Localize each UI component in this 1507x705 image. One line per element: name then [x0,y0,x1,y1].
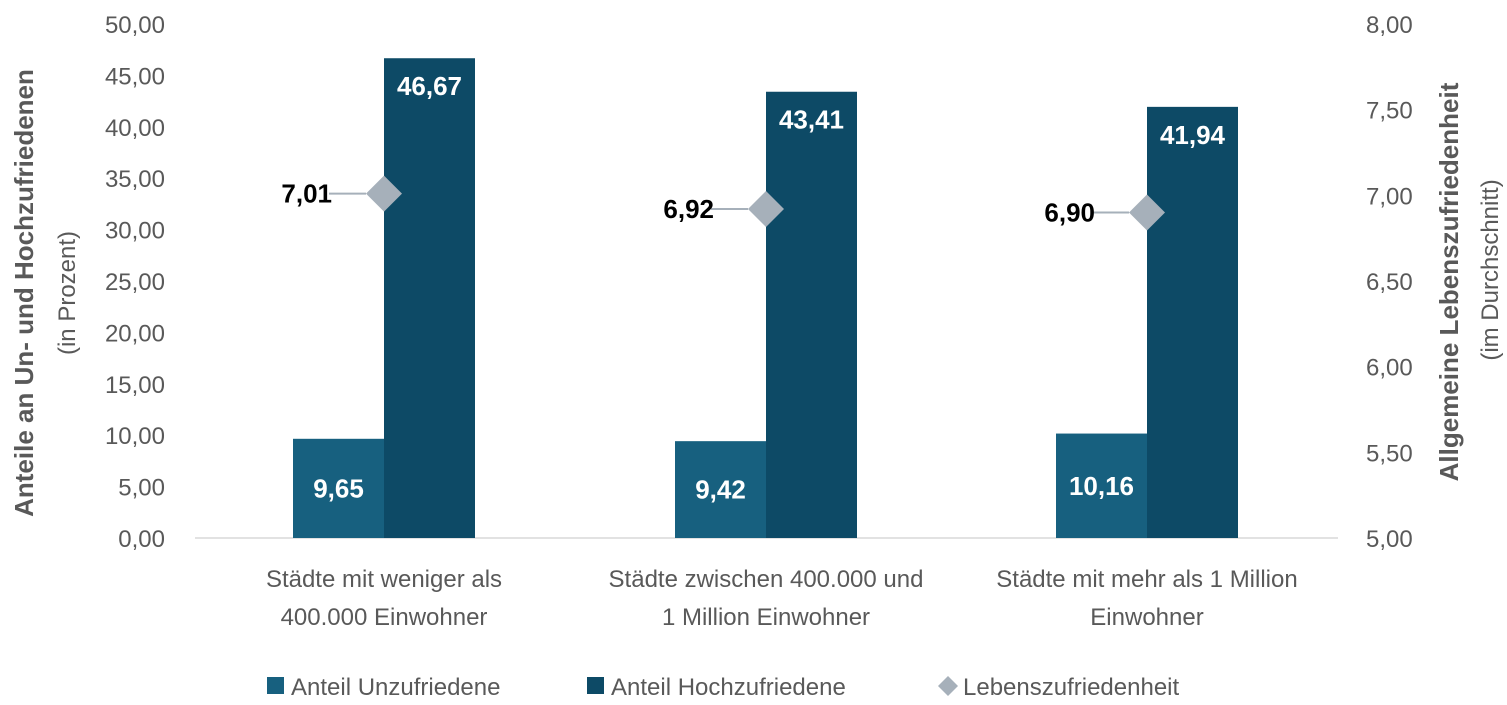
left-tick-label: 50,00 [105,12,165,39]
diamond-marker [1129,194,1165,231]
left-tick-label: 35,00 [105,166,165,193]
left-tick-label: 10,00 [105,423,165,450]
right-tick-label: 8,00 [1366,12,1413,39]
category-label: Städte zwischen 400.000 und [609,566,924,593]
left-tick-label: 5,00 [118,475,165,502]
legend-label: Anteil Hochzufriedene [611,674,846,701]
left-axis-subtitle: (in Prozent) [54,231,81,355]
diamond-marker [366,175,402,212]
right-tick-label: 6,50 [1366,269,1413,296]
legend: Anteil Unzufriedene Anteil Hochzufriedene… [267,674,1179,701]
bar-data-label: 43,41 [779,105,844,135]
bar-data-label: 41,94 [1160,120,1226,150]
legend-swatch [587,677,604,694]
left-tick-label: 25,00 [105,269,165,296]
bar-data-label: 9,42 [695,475,746,505]
marker-data-label: 6,90 [1044,197,1095,227]
bar-data-label: 46,67 [397,71,462,101]
bar [1056,433,1147,538]
left-tick-label: 0,00 [118,526,165,553]
legend-swatch [267,677,284,694]
bar [384,58,475,539]
category-labels: Städte mit weniger als 400.000 Einwohner S… [266,566,1298,631]
bar [293,438,384,538]
category-label: Städte mit weniger als [266,566,502,593]
left-axis-title: Anteile an Un- und Hochzufriedenen [9,69,39,517]
right-axis-title: Allgemeine Lebenszufriedenheit [1434,82,1464,481]
right-tick-label: 5,00 [1366,526,1413,553]
right-tick-label: 5,50 [1366,440,1413,467]
left-tick-label: 15,00 [105,372,165,399]
bar [1147,106,1238,538]
markers: 7,01 6,92 6,90 [281,175,1165,231]
legend-swatch [938,676,958,696]
category-label: 1 Million Einwohner [662,604,870,631]
category-label: Einwohner [1090,604,1203,631]
bar-data-label: 10,16 [1069,471,1134,501]
bar [675,441,766,538]
left-tick-label: 30,00 [105,218,165,245]
legend-label: Anteil Unzufriedene [291,674,500,701]
bar-data-label: 9,65 [313,473,364,503]
right-axis: 5,00 5,50 6,00 6,50 7,00 7,50 8,00 [1366,12,1413,553]
marker-data-label: 6,92 [663,194,714,224]
legend-label: Lebenszufriedenheit [963,674,1179,701]
marker-data-label: 7,01 [281,179,332,209]
left-axis: 0,00 5,00 10,00 15,00 20,00 25,00 30,00 35,00 40… [105,12,165,553]
category-label: Städte mit mehr als 1 Million [996,566,1297,593]
right-tick-label: 7,00 [1366,183,1413,210]
bar [766,91,857,538]
left-tick-label: 40,00 [105,115,165,142]
left-tick-label: 20,00 [105,320,165,347]
right-tick-label: 6,00 [1366,355,1413,382]
category-label: 400.000 Einwohner [281,604,488,631]
diamond-marker [748,191,784,228]
bars: 9,65 46,67 9,42 43,41 10,16 41,94 [293,58,1238,539]
right-tick-label: 7,50 [1366,98,1413,125]
left-tick-label: 45,00 [105,63,165,90]
right-axis-subtitle: (im Durchschnitt) [1477,179,1504,360]
